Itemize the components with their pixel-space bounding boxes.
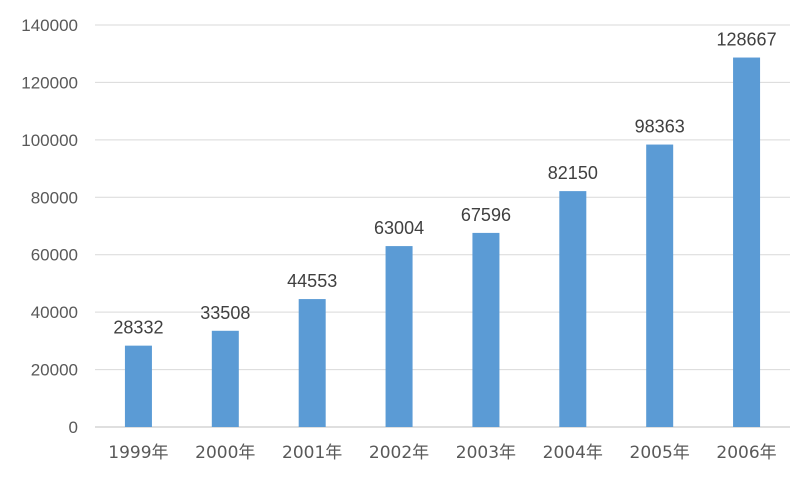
y-tick-label: 0 xyxy=(69,418,78,437)
y-tick-label: 100000 xyxy=(21,131,78,150)
x-tick-label: 2005年 xyxy=(630,443,690,463)
bars xyxy=(124,57,761,427)
y-tick-label: 60000 xyxy=(31,246,78,265)
x-tick-label: 2002年 xyxy=(369,443,429,463)
bar-2000年 xyxy=(211,330,239,427)
bar-2001年 xyxy=(298,299,326,427)
x-axis-ticks: 1999年 2000年 2001年 2002年 2003年 2004年 2005年 2006年 xyxy=(108,443,776,463)
data-label: 98363 xyxy=(635,117,685,137)
data-label: 33508 xyxy=(200,303,250,323)
bar-2005年 xyxy=(646,144,674,427)
data-label: 28332 xyxy=(113,318,163,338)
data-label: 82150 xyxy=(548,163,598,183)
x-tick-label: 2000年 xyxy=(195,443,255,463)
data-labels: 28332 33508 44553 63004 67596 82150 98363 12866… xyxy=(113,30,776,338)
y-axis-ticks: 0 20000 40000 60000 80000 100000 120000 140000 xyxy=(21,16,78,437)
y-tick-label: 40000 xyxy=(31,303,78,322)
bar-1999年 xyxy=(124,345,152,427)
x-tick-label: 2003年 xyxy=(456,443,516,463)
x-tick-label: 2006年 xyxy=(716,443,776,463)
bar-2006年 xyxy=(733,57,761,427)
data-label: 67596 xyxy=(461,205,511,225)
y-tick-label: 140000 xyxy=(21,16,78,35)
y-tick-label: 20000 xyxy=(31,361,78,380)
gridlines xyxy=(95,24,790,428)
data-label: 63004 xyxy=(374,218,424,238)
bar-2002年 xyxy=(385,246,413,427)
data-label: 128667 xyxy=(717,30,777,50)
x-tick-label: 2004年 xyxy=(543,443,603,463)
x-tick-label: 2001年 xyxy=(282,443,342,463)
data-label: 44553 xyxy=(287,271,337,291)
bar-2004年 xyxy=(559,191,587,427)
bar-2003年 xyxy=(472,232,500,427)
x-tick-label: 1999年 xyxy=(108,443,168,463)
y-tick-label: 120000 xyxy=(21,73,78,92)
y-tick-label: 80000 xyxy=(31,188,78,207)
